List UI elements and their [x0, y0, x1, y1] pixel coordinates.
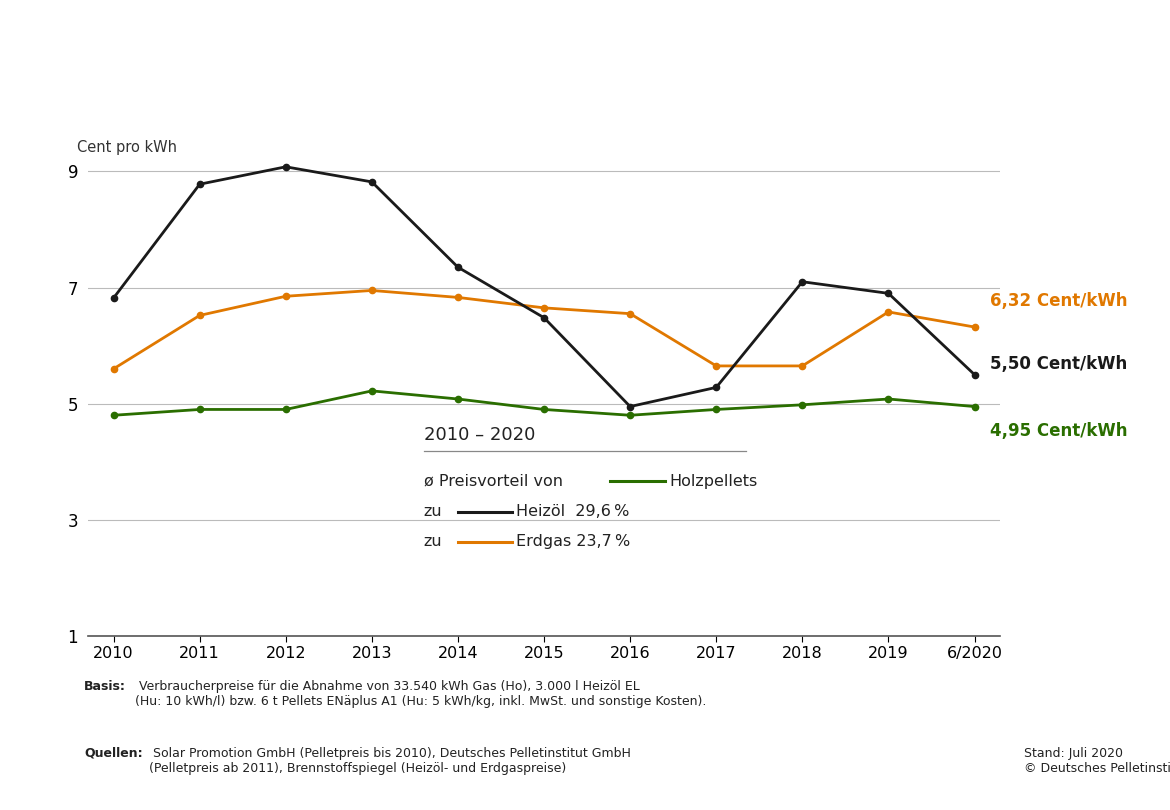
Text: 6,32 Cent/kWh: 6,32 Cent/kWh	[990, 292, 1128, 310]
Text: Brennstoffkostenentwicklung von Öl, Gas und Pellets: Brennstoffkostenentwicklung von Öl, Gas …	[26, 24, 1170, 69]
Text: zu: zu	[424, 504, 442, 519]
Text: zu: zu	[424, 535, 442, 549]
Text: Solar Promotion GmbH (Pelletpreis bis 2010), Deutsches Pelletinstitut GmbH
(Pell: Solar Promotion GmbH (Pelletpreis bis 20…	[149, 747, 631, 775]
Text: ø Preisvorteil von: ø Preisvorteil von	[424, 474, 563, 489]
Text: 5,50 Cent/kWh: 5,50 Cent/kWh	[990, 355, 1127, 373]
Text: 2010 – 2020: 2010 – 2020	[424, 426, 535, 444]
Text: Heizöl  29,6 %: Heizöl 29,6 %	[516, 504, 629, 519]
Text: Basis:: Basis:	[84, 680, 126, 693]
Text: Quellen:: Quellen:	[84, 747, 143, 760]
Text: Erdgas 23,7 %: Erdgas 23,7 %	[516, 535, 631, 549]
Text: Holzpellets: Holzpellets	[669, 474, 757, 489]
Text: Stand: Juli 2020
© Deutsches Pelletinstitut GmbH: Stand: Juli 2020 © Deutsches Pelletinsti…	[1024, 747, 1170, 775]
Text: 4,95 Cent/kWh: 4,95 Cent/kWh	[990, 422, 1128, 440]
Text: Cent pro kWh: Cent pro kWh	[77, 139, 178, 155]
Text: Verbraucherpreise für die Abnahme von 33.540 kWh Gas (Ho), 3.000 l Heizöl EL
(Hu: Verbraucherpreise für die Abnahme von 33…	[135, 680, 706, 709]
